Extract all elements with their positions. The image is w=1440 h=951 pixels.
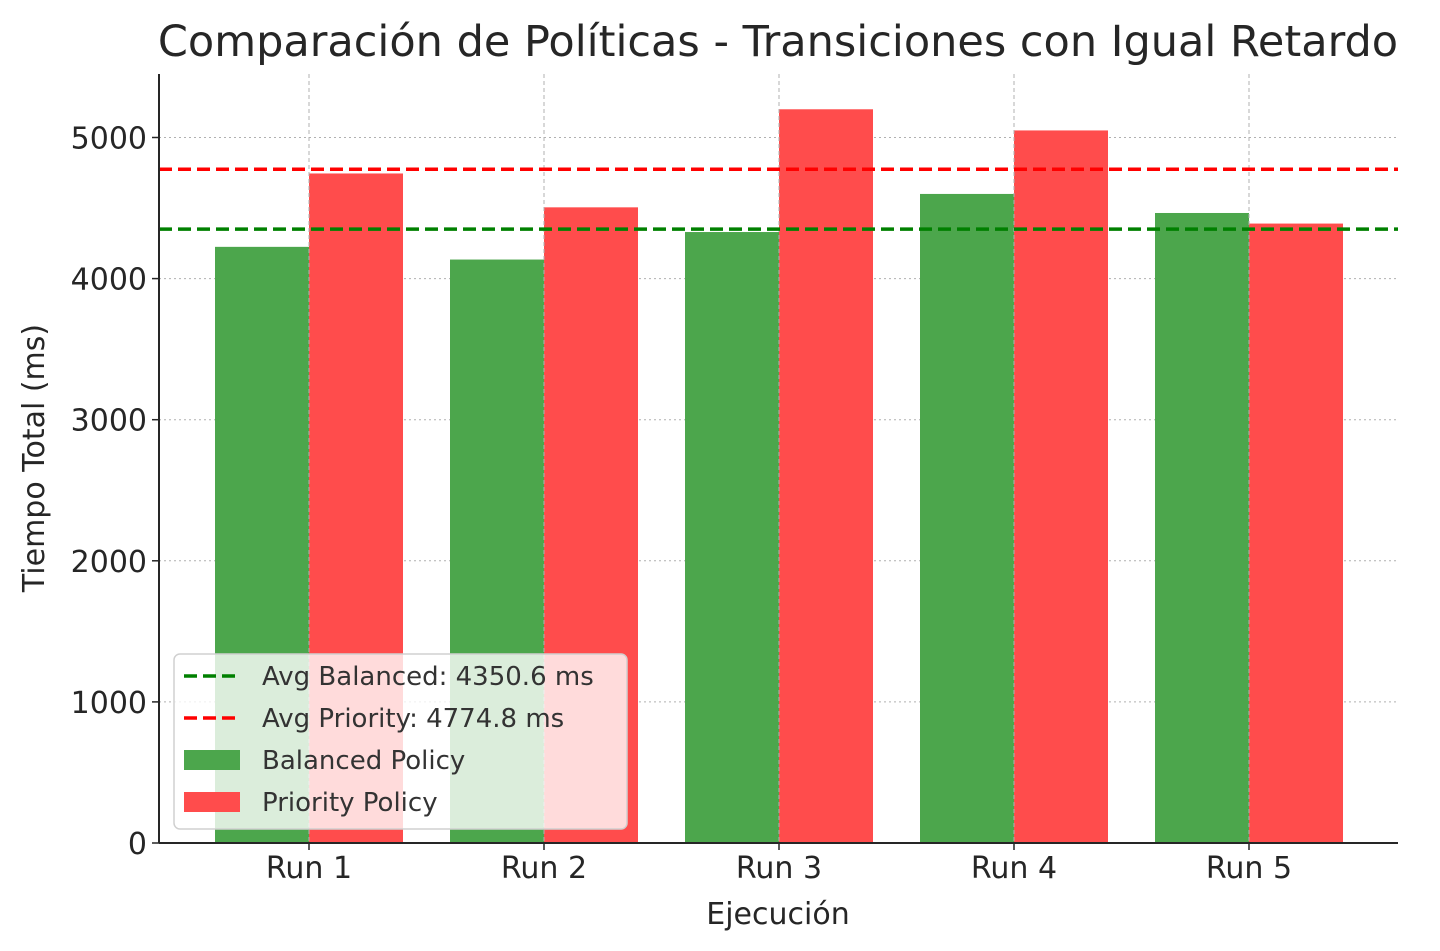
- x-tick-label: Run 3: [736, 851, 822, 886]
- y-axis-label: Tiempo Total (ms): [17, 324, 52, 593]
- y-tick-label: 4000: [71, 263, 147, 298]
- legend-swatch: [184, 750, 240, 770]
- y-tick-label: 0: [128, 827, 147, 862]
- legend-entry-avg-priority: Avg Priority: 4774.8 ms: [184, 704, 564, 734]
- y-tick-label: 3000: [71, 404, 147, 439]
- legend: Avg Balanced: 4350.6 ms Avg Priority: 477…: [173, 653, 628, 830]
- legend-label: Avg Balanced: 4350.6 ms: [262, 662, 594, 692]
- x-tick-label: Run 4: [971, 851, 1057, 886]
- bar-priority-3: [779, 109, 873, 844]
- x-tick-label: Run 2: [501, 851, 587, 886]
- y-tick-label: 1000: [71, 686, 147, 721]
- legend-swatch: [184, 792, 240, 812]
- x-axis-label: Ejecución: [706, 897, 849, 932]
- legend-entry-priority: Priority Policy: [184, 788, 438, 818]
- legend-entry-avg-balanced: Avg Balanced: 4350.6 ms: [184, 662, 594, 692]
- legend-label: Avg Priority: 4774.8 ms: [262, 704, 564, 734]
- legend-label: Priority Policy: [262, 788, 438, 818]
- bar-priority-5: [1249, 223, 1343, 844]
- y-tick-label: 2000: [71, 545, 147, 580]
- x-tick-label: Run 5: [1206, 851, 1292, 886]
- chart-title: Comparación de Políticas - Transiciones …: [158, 17, 1398, 67]
- ticks-layer: 0 1000 2000 3000 4000 5000 Run 1 Run 2 Run 3 Run …: [71, 121, 1292, 886]
- legend-label: Balanced Policy: [262, 746, 465, 776]
- legend-box: [173, 653, 628, 830]
- bar-priority-4: [1014, 130, 1108, 843]
- bar-balanced-5: [1155, 212, 1249, 844]
- bar-balanced-4: [920, 193, 1014, 843]
- y-tick-label: 5000: [71, 121, 147, 156]
- legend-entry-balanced: Balanced Policy: [184, 746, 465, 776]
- bar-balanced-3: [685, 232, 779, 843]
- reference-lines-layer: [159, 167, 1398, 231]
- x-tick-label: Run 1: [266, 851, 352, 886]
